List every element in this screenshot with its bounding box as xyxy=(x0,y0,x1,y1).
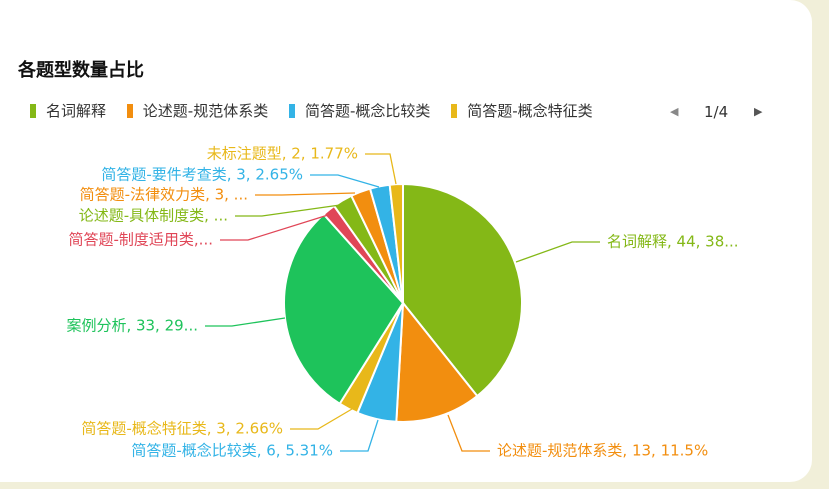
slice-label: 未标注题型, 2, 1.77% xyxy=(207,145,358,163)
legend-next-icon[interactable]: ▶ xyxy=(754,105,763,118)
slice-label: 简答题-概念比较类, 6, 5.31% xyxy=(131,442,333,460)
legend-prev-icon[interactable]: ◀ xyxy=(670,105,679,118)
slice-label: 简答题-法律效力类, 3, ... xyxy=(80,186,248,204)
slice-label: 案例分析, 33, 29... xyxy=(66,317,198,335)
slice-label: 论述题-具体制度类, ... xyxy=(79,207,228,225)
slice-leader-line xyxy=(310,174,380,188)
legend-item[interactable]: 论述题-规范体系类 xyxy=(126,100,269,121)
slice-leader-line xyxy=(365,153,397,185)
pie-slice[interactable] xyxy=(388,182,404,304)
slice-label: 论述题-规范体系类, 13, 11.5% xyxy=(497,442,708,460)
legend: 名词解释 论述题-规范体系类 简答题-概念比较类 简答题-概念特征类 xyxy=(30,100,640,124)
slice-label: 简答题-要件考查类, 3, 2.65% xyxy=(101,166,303,184)
slice-leader-line xyxy=(255,192,356,196)
pie-slice[interactable] xyxy=(283,212,405,406)
legend-label: 简答题-概念比较类 xyxy=(305,102,431,120)
legend-item[interactable]: 名词解释 xyxy=(30,100,106,121)
legend-page-indicator: 1/4 xyxy=(704,103,729,121)
legend-swatch xyxy=(451,104,458,118)
pie-slice[interactable] xyxy=(395,300,479,423)
legend-item[interactable]: 简答题-概念特征类 xyxy=(451,100,593,121)
slice-leader-line xyxy=(205,317,286,327)
legend-swatch xyxy=(30,104,36,118)
slice-label: 简答题-概念特征类, 3, 2.66% xyxy=(81,420,283,438)
slice-leader-line xyxy=(340,419,379,452)
legend-label: 论述题-规范体系类 xyxy=(142,102,269,120)
legend-item[interactable]: 简答题-概念比较类 xyxy=(289,100,430,121)
slice-label: 名词解释, 44, 38... xyxy=(607,233,739,251)
legend-swatch xyxy=(126,104,133,118)
slice-leader-line xyxy=(220,214,329,241)
legend-label: 名词解释 xyxy=(46,102,107,120)
slice-leader-line xyxy=(235,204,341,217)
pie-slice[interactable] xyxy=(402,182,524,398)
slice-leader-line xyxy=(515,241,600,263)
chart-title: 各题型数量占比 xyxy=(18,60,144,81)
legend-label: 简答题-概念特征类 xyxy=(467,102,593,120)
slice-leader-line xyxy=(447,414,490,452)
slice-label: 简答题-制度适用类,... xyxy=(69,231,214,249)
legend-swatch xyxy=(289,104,295,118)
slice-leader-line xyxy=(290,408,353,430)
